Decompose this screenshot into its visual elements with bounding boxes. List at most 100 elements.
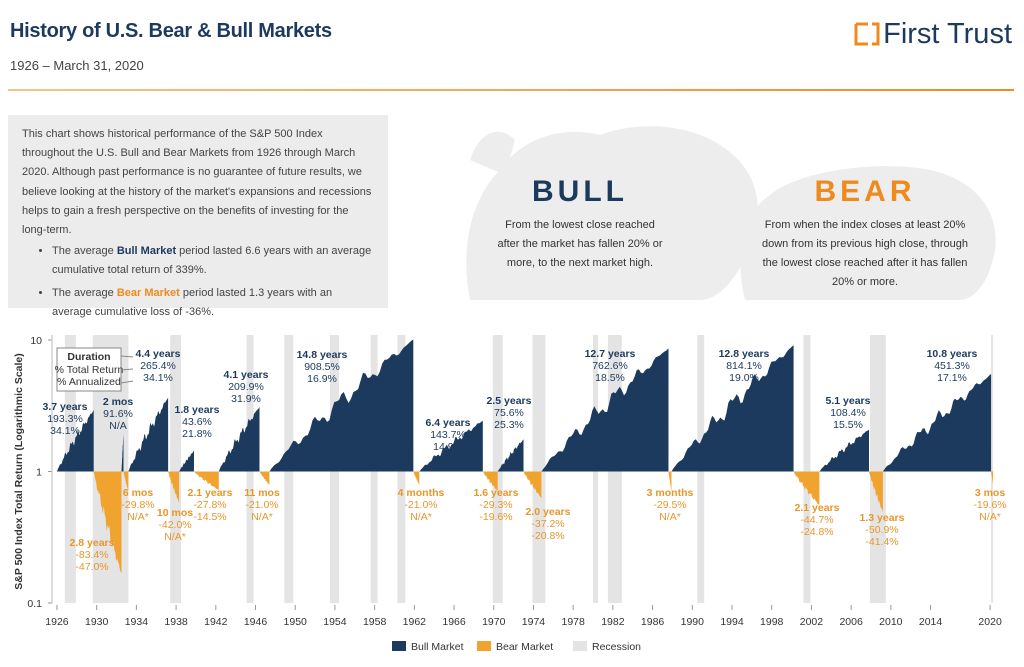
bullet: The average Bear Market period lasted 1.… (52, 284, 374, 322)
bear-area (991, 471, 994, 484)
bull-area (419, 420, 483, 472)
bear-area (193, 471, 219, 491)
return-label: -44.7% (800, 514, 833, 526)
annualized-label: N/A* (164, 531, 186, 543)
key-line: % Annualized (57, 376, 121, 388)
bull-area (56, 410, 94, 472)
annualized-label: N/A* (127, 511, 149, 523)
return-label: 451.3% (934, 360, 970, 372)
return-label: -27.8% (193, 499, 226, 511)
return-label: -29.5% (653, 499, 686, 511)
recession-band (869, 335, 886, 603)
duration-label: 4.1 years (224, 369, 269, 381)
annualized-label: N/A (109, 420, 127, 432)
return-label: 108.4% (830, 407, 866, 419)
annualized-label: 21.8% (182, 428, 212, 440)
bull-area (179, 450, 194, 472)
annualized-label: 15.5% (833, 419, 863, 431)
bull-heading: BULL (532, 175, 628, 208)
x-tick-label: 1938 (164, 616, 188, 628)
bullet-text: The average (52, 286, 117, 299)
x-tick-label: 1958 (363, 616, 387, 628)
bear-area (413, 471, 420, 485)
bull-area (121, 434, 124, 472)
bear-area (123, 471, 129, 492)
x-tick-label: 2010 (879, 616, 903, 628)
x-tick-label: 1926 (45, 616, 69, 628)
duration-label: 3.7 years (43, 401, 88, 413)
annualized-label: N/A* (659, 511, 681, 523)
bull-area (497, 439, 524, 472)
return-label: 143.7% (430, 429, 466, 441)
annualized-label: -20.8% (531, 530, 564, 542)
legend-swatch (477, 641, 491, 651)
bull-description: From the lowest close reached after the … (497, 219, 663, 269)
duration-label: 5.1 years (826, 395, 871, 407)
bullet-text: period lasted 1.3 years with an average … (52, 286, 333, 318)
bullets: The average Bull Market period lasted 6.… (22, 242, 374, 322)
duration-label: 10.8 years (927, 348, 978, 360)
legend-label: Bear Market (496, 641, 553, 653)
duration-label: 3 mos (975, 487, 1006, 499)
duration-label: 2.8 years (70, 537, 115, 549)
return-label: 75.6% (494, 407, 524, 419)
annualized-label: 18.5% (595, 372, 625, 384)
x-tick-label: 1994 (720, 616, 744, 628)
key-connector (120, 368, 134, 371)
x-tick-label: 1934 (125, 616, 149, 628)
return-label: 908.5% (304, 361, 340, 373)
bear-area (868, 471, 883, 513)
duration-label: 1.6 years (474, 487, 519, 499)
bull-area (819, 429, 869, 472)
bull-horn (470, 131, 515, 175)
x-tick-label: 2002 (800, 616, 824, 628)
return-label: -37.2% (531, 518, 564, 530)
x-tick-label: 1954 (323, 616, 347, 628)
return-label: 193.3% (47, 413, 83, 425)
bull-area (218, 406, 260, 472)
return-label: -42.0% (158, 519, 191, 531)
bear-area (793, 471, 820, 506)
legend-label: Recession (592, 641, 641, 653)
x-tick-label: 1966 (442, 616, 466, 628)
duration-label: 2.0 years (526, 506, 571, 518)
logo: First Trust (854, 18, 1012, 51)
x-tick-label: 1930 (85, 616, 109, 628)
intro-text: This chart shows historical performance … (22, 128, 372, 237)
x-tick-label: 1986 (641, 616, 665, 628)
x-tick-label: 1974 (522, 616, 546, 628)
bear-area (259, 471, 270, 485)
return-label: 814.1% (726, 360, 762, 372)
annualized-label: N/A* (410, 511, 432, 523)
bear-area (482, 471, 498, 492)
key-title: Duration (67, 351, 110, 363)
duration-label: 6 mos (123, 487, 154, 499)
bull-area (882, 374, 992, 472)
x-tick-label: 1942 (204, 616, 228, 628)
y-tick-label: 10 (30, 335, 42, 347)
return-label: 762.6% (592, 360, 628, 372)
bear-area (93, 471, 122, 575)
annualized-label: -41.4% (865, 536, 898, 548)
annualized-label: 25.3% (494, 419, 524, 431)
title: History of U.S. Bear & Bull Markets (10, 20, 332, 42)
y-tick-label: 0.1 (27, 598, 42, 610)
annualized-label: -19.6% (479, 511, 512, 523)
annualized-label: 16.9% (307, 373, 337, 385)
x-tick-label: 1990 (681, 616, 705, 628)
subtitle: 1926 – March 31, 2020 (10, 58, 144, 73)
duration-label: 12.7 years (585, 348, 636, 360)
y-axis-label: S&P 500 Index Total Return (Logarithmic … (13, 353, 25, 590)
plot: 0.1 1 10 1926 1930 1934 1938 1942 1946 1950 1954 19… (13, 335, 1007, 653)
x-tick-label: 1970 (482, 616, 506, 628)
bullet: The average Bull Market period lasted 6.… (52, 242, 374, 280)
annualized-label: 34.1% (143, 372, 173, 384)
return-label: 265.4% (140, 360, 176, 372)
return-label: 43.6% (182, 416, 212, 428)
duration-label: 2.1 years (188, 487, 233, 499)
bullet-text: The average (52, 245, 117, 258)
bull-area (128, 397, 169, 472)
duration-label: 2.1 years (795, 502, 840, 514)
